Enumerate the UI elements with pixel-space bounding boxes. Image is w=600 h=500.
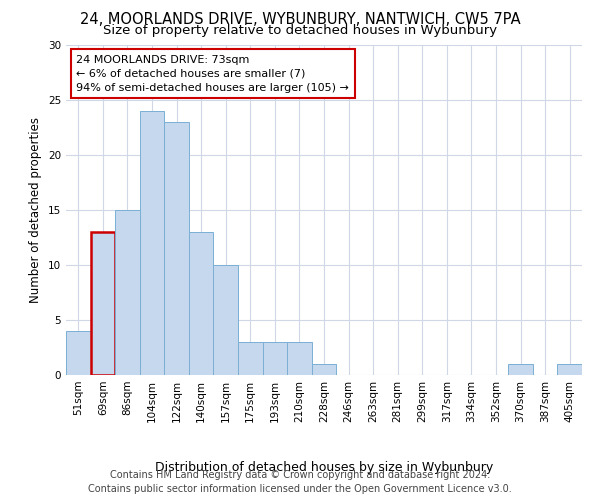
Text: Size of property relative to detached houses in Wybunbury: Size of property relative to detached ho… [103,24,497,37]
Bar [312,364,336,375]
Bar [557,364,582,375]
Bar [214,265,238,375]
Text: 24, MOORLANDS DRIVE, WYBUNBURY, NANTWICH, CW5 7PA: 24, MOORLANDS DRIVE, WYBUNBURY, NANTWICH… [80,12,520,28]
Bar [238,342,263,375]
Bar [263,342,287,375]
Text: 24 MOORLANDS DRIVE: 73sqm
← 6% of detached houses are smaller (7)
94% of semi-de: 24 MOORLANDS DRIVE: 73sqm ← 6% of detach… [76,55,349,93]
Text: Contains HM Land Registry data © Crown copyright and database right 2024.
Contai: Contains HM Land Registry data © Crown c… [88,470,512,494]
Bar [164,122,189,375]
X-axis label: Distribution of detached houses by size in Wybunbury: Distribution of detached houses by size … [155,461,493,474]
Bar [287,342,312,375]
Bar [115,210,140,375]
Bar [189,232,214,375]
Bar [140,111,164,375]
Y-axis label: Number of detached properties: Number of detached properties [29,117,43,303]
Bar [508,364,533,375]
Bar [91,232,115,375]
Bar [66,331,91,375]
